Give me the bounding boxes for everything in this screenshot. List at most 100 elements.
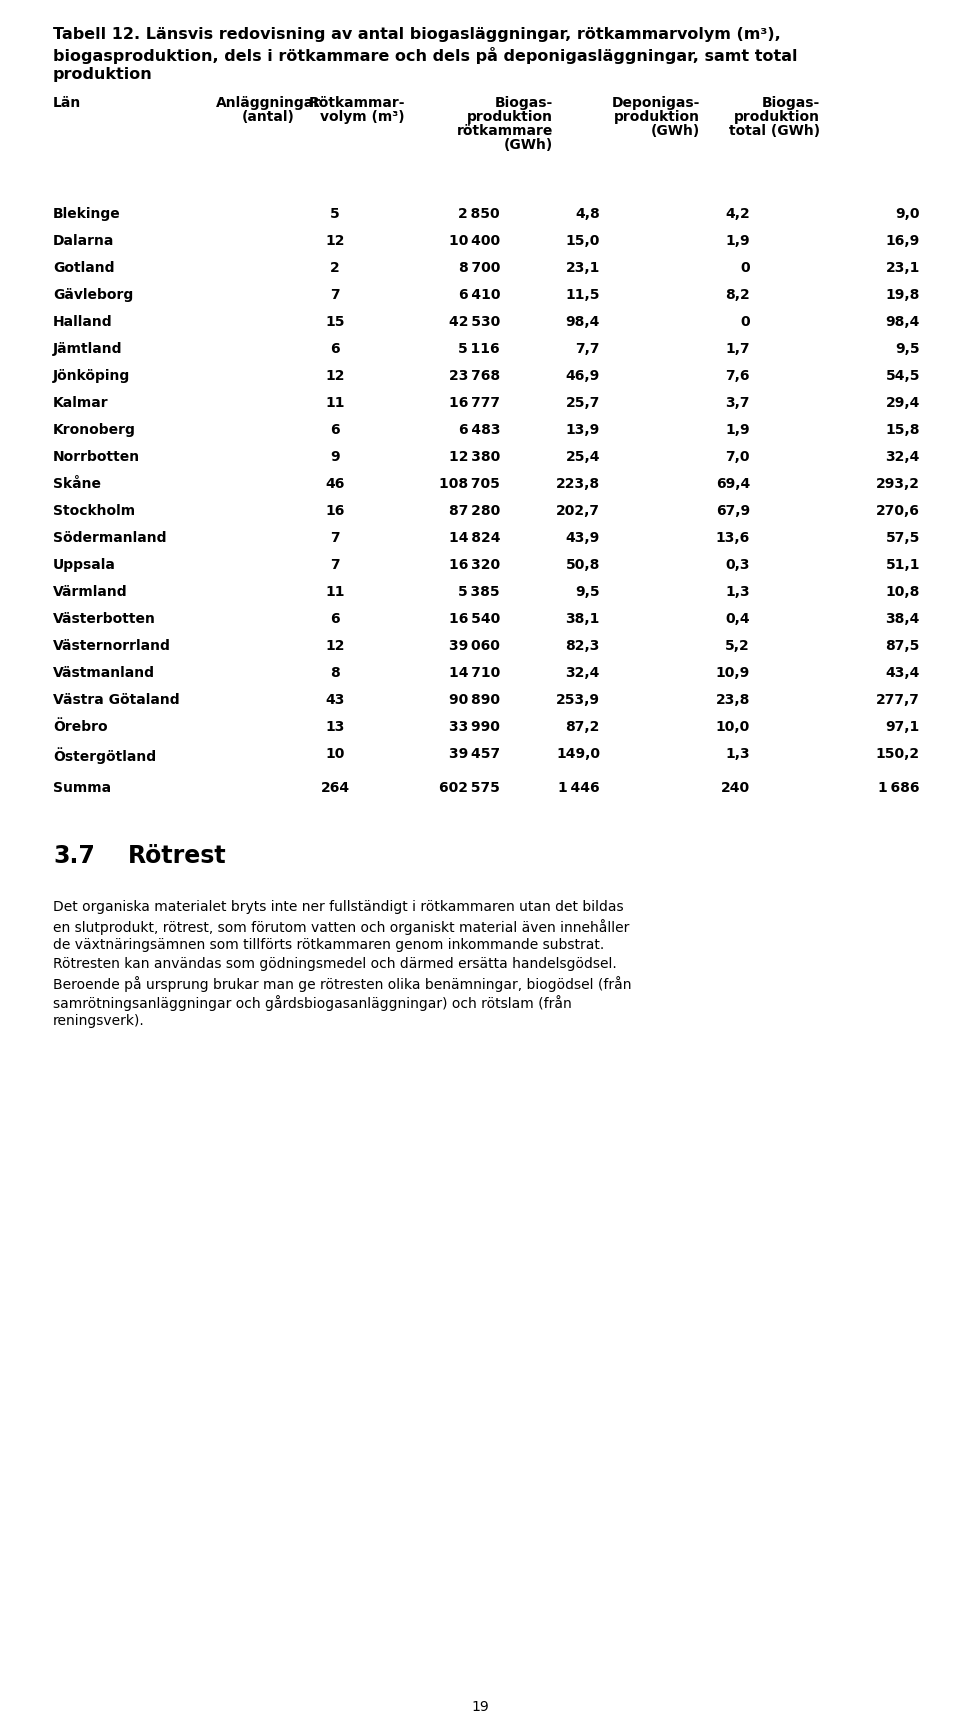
Text: 87,5: 87,5 — [886, 639, 920, 653]
Text: Jämtland: Jämtland — [53, 341, 123, 355]
Text: 1,3: 1,3 — [726, 584, 750, 598]
Text: 108 705: 108 705 — [439, 477, 500, 491]
Text: 6: 6 — [330, 422, 340, 436]
Text: 69,4: 69,4 — [716, 477, 750, 491]
Text: Västerbotten: Västerbotten — [53, 612, 156, 625]
Text: 0: 0 — [740, 315, 750, 329]
Text: Summa: Summa — [53, 781, 111, 794]
Text: Biogas-: Biogas- — [761, 96, 820, 110]
Text: Det organiska materialet bryts inte ner fullständigt i rötkammaren utan det bild: Det organiska materialet bryts inte ner … — [53, 899, 624, 913]
Text: 23,8: 23,8 — [715, 693, 750, 706]
Text: Västra Götaland: Västra Götaland — [53, 693, 180, 706]
Text: 12 380: 12 380 — [448, 450, 500, 463]
Text: 4,2: 4,2 — [725, 207, 750, 221]
Text: 46,9: 46,9 — [565, 369, 600, 383]
Text: 12: 12 — [325, 369, 345, 383]
Text: Beroende på ursprung brukar man ge rötresten olika benämningar, biogödsel (från: Beroende på ursprung brukar man ge rötre… — [53, 975, 632, 991]
Text: 16,9: 16,9 — [886, 234, 920, 248]
Text: 4,8: 4,8 — [575, 207, 600, 221]
Text: 602 575: 602 575 — [439, 781, 500, 794]
Text: reningsverk).: reningsverk). — [53, 1013, 145, 1027]
Text: 6 483: 6 483 — [459, 422, 500, 436]
Text: 5 385: 5 385 — [458, 584, 500, 598]
Text: 9,5: 9,5 — [896, 341, 920, 355]
Text: 43: 43 — [325, 693, 345, 706]
Text: 6: 6 — [330, 612, 340, 625]
Text: 46: 46 — [325, 477, 345, 491]
Text: (antal): (antal) — [242, 110, 295, 124]
Text: 13,6: 13,6 — [716, 531, 750, 544]
Text: 2 850: 2 850 — [458, 207, 500, 221]
Text: produktion: produktion — [53, 67, 153, 83]
Text: 10: 10 — [325, 746, 345, 760]
Text: Gävleborg: Gävleborg — [53, 288, 133, 302]
Text: 23,1: 23,1 — [565, 260, 600, 276]
Text: Kronoberg: Kronoberg — [53, 422, 136, 436]
Text: 277,7: 277,7 — [876, 693, 920, 706]
Text: Norrbotten: Norrbotten — [53, 450, 140, 463]
Text: 1,9: 1,9 — [726, 234, 750, 248]
Text: Örebro: Örebro — [53, 720, 108, 734]
Text: Halland: Halland — [53, 315, 112, 329]
Text: 1,3: 1,3 — [726, 746, 750, 760]
Text: Dalarna: Dalarna — [53, 234, 114, 248]
Text: 3.7: 3.7 — [53, 844, 95, 867]
Text: 87 280: 87 280 — [448, 503, 500, 517]
Text: 9,5: 9,5 — [575, 584, 600, 598]
Text: 32,4: 32,4 — [886, 450, 920, 463]
Text: 23,1: 23,1 — [886, 260, 920, 276]
Text: volym (m³): volym (m³) — [321, 110, 405, 124]
Text: 5: 5 — [330, 207, 340, 221]
Text: 202,7: 202,7 — [556, 503, 600, 517]
Text: 11: 11 — [325, 584, 345, 598]
Text: 0: 0 — [740, 260, 750, 276]
Text: (GWh): (GWh) — [651, 124, 700, 138]
Text: Anläggningar: Anläggningar — [215, 96, 321, 110]
Text: 98,4: 98,4 — [886, 315, 920, 329]
Text: 14 710: 14 710 — [448, 665, 500, 679]
Text: Rötresten kan användas som gödningsmedel och därmed ersätta handelsgödsel.: Rötresten kan användas som gödningsmedel… — [53, 956, 616, 970]
Text: 12: 12 — [325, 639, 345, 653]
Text: 87,2: 87,2 — [565, 720, 600, 734]
Text: 10,9: 10,9 — [716, 665, 750, 679]
Text: 29,4: 29,4 — [886, 396, 920, 410]
Text: 97,1: 97,1 — [886, 720, 920, 734]
Text: 223,8: 223,8 — [556, 477, 600, 491]
Text: 38,4: 38,4 — [886, 612, 920, 625]
Text: Rötrest: Rötrest — [128, 844, 227, 867]
Text: en slutprodukt, rötrest, som förutom vatten och organiskt material även innehåll: en slutprodukt, rötrest, som förutom vat… — [53, 918, 630, 934]
Text: 7: 7 — [330, 288, 340, 302]
Text: 25,7: 25,7 — [565, 396, 600, 410]
Text: biogasproduktion, dels i rötkammare och dels på deponigasläggningar, samt total: biogasproduktion, dels i rötkammare och … — [53, 47, 798, 64]
Text: 54,5: 54,5 — [885, 369, 920, 383]
Text: 5 116: 5 116 — [458, 341, 500, 355]
Text: 9: 9 — [330, 450, 340, 463]
Text: 10,8: 10,8 — [886, 584, 920, 598]
Text: 23 768: 23 768 — [449, 369, 500, 383]
Text: 6: 6 — [330, 341, 340, 355]
Text: 1 686: 1 686 — [878, 781, 920, 794]
Text: (GWh): (GWh) — [504, 138, 553, 152]
Text: 2: 2 — [330, 260, 340, 276]
Text: 264: 264 — [321, 781, 349, 794]
Text: 16 320: 16 320 — [449, 558, 500, 572]
Text: 38,1: 38,1 — [565, 612, 600, 625]
Text: 7: 7 — [330, 531, 340, 544]
Text: 11,5: 11,5 — [565, 288, 600, 302]
Text: rötkammare: rötkammare — [457, 124, 553, 138]
Text: 293,2: 293,2 — [876, 477, 920, 491]
Text: 1,9: 1,9 — [726, 422, 750, 436]
Text: 240: 240 — [721, 781, 750, 794]
Text: 253,9: 253,9 — [556, 693, 600, 706]
Text: Södermanland: Södermanland — [53, 531, 166, 544]
Text: 270,6: 270,6 — [876, 503, 920, 517]
Text: 50,8: 50,8 — [565, 558, 600, 572]
Text: 150,2: 150,2 — [876, 746, 920, 760]
Text: 1,7: 1,7 — [726, 341, 750, 355]
Text: 16 777: 16 777 — [449, 396, 500, 410]
Text: 8: 8 — [330, 665, 340, 679]
Text: 19: 19 — [471, 1699, 489, 1713]
Text: 3,7: 3,7 — [726, 396, 750, 410]
Text: total (GWh): total (GWh) — [729, 124, 820, 138]
Text: 16 540: 16 540 — [448, 612, 500, 625]
